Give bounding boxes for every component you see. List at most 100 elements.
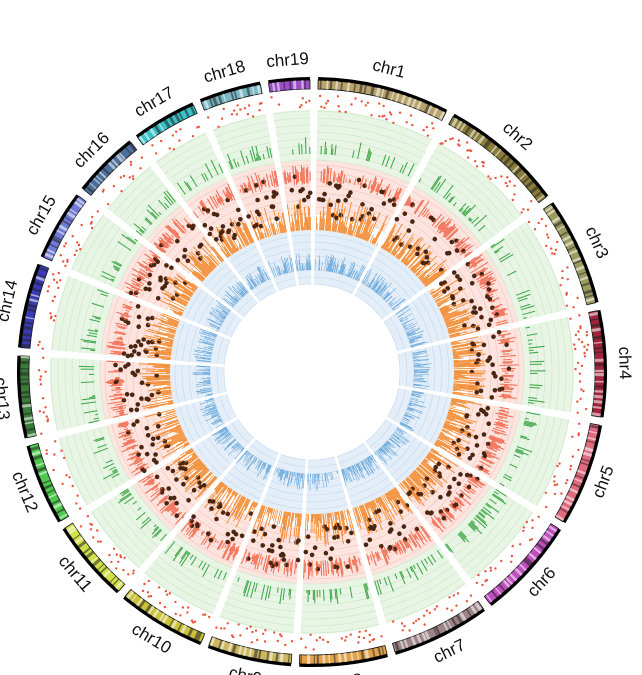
grid-line (166, 225, 198, 257)
blue-bar (367, 272, 378, 287)
blue-bar (286, 471, 289, 479)
grid-line (270, 480, 304, 489)
green-bar (201, 173, 207, 182)
orange-bar (353, 205, 364, 237)
brown-dot (472, 273, 477, 279)
grid-line (306, 497, 346, 503)
orange-bar (185, 258, 207, 278)
blue-bar (389, 438, 400, 448)
grid-line (84, 223, 116, 276)
orange-bar (371, 237, 375, 244)
orange-bar (183, 443, 190, 447)
cytoband (553, 220, 564, 228)
grid-line (517, 415, 549, 496)
grid-line (479, 335, 485, 399)
red-bar (480, 457, 493, 465)
outer-dot (364, 104, 367, 107)
grid-line (246, 272, 268, 285)
brown-dot (171, 495, 177, 501)
blue-bar (346, 467, 353, 483)
blue-bar (215, 329, 219, 332)
outer-dot (449, 137, 452, 141)
brown-dot (473, 310, 479, 315)
green-bar (365, 583, 369, 591)
blue-bar (339, 263, 343, 274)
outer-dot (551, 252, 554, 255)
cytoband (567, 245, 576, 251)
brown-dot (236, 221, 241, 227)
bg-red-chr16 (146, 205, 215, 274)
red-bar (383, 547, 390, 560)
blue-bar (247, 283, 253, 290)
red-bar (226, 542, 235, 561)
orange-bar (144, 335, 174, 343)
orange-bar (450, 401, 457, 404)
green-bar (95, 438, 105, 442)
orange-bar (160, 317, 179, 325)
outer-dot (99, 540, 102, 543)
orange-bar (422, 460, 443, 478)
red-bar (406, 199, 412, 206)
green-bar (335, 588, 339, 604)
brown-dot (328, 202, 334, 208)
green-bar (289, 588, 292, 600)
outer-dot (510, 560, 513, 563)
red-bar (471, 261, 476, 265)
orange-bar (259, 236, 262, 240)
orange-bar (348, 211, 356, 235)
grid-line (566, 317, 574, 413)
blue-bar (374, 452, 377, 456)
red-bar (414, 529, 425, 545)
outer-dot (315, 639, 318, 642)
outer-dot (564, 482, 568, 485)
blue-bar (345, 273, 347, 276)
orange-bar (347, 509, 356, 536)
red-bar (501, 335, 506, 337)
grid-line (136, 482, 176, 528)
grid-line (156, 133, 207, 163)
green-bar (316, 589, 318, 598)
blue-bar (386, 296, 393, 303)
outer-dot (146, 591, 150, 594)
green-bar (250, 582, 256, 598)
green-bar (237, 577, 240, 582)
red-bar (492, 427, 506, 433)
outer-dot (533, 228, 537, 231)
red-bar (288, 174, 291, 182)
blue-bar (277, 468, 280, 475)
grid-line (357, 288, 389, 316)
blue-bar (215, 320, 223, 324)
chrom-border (17, 355, 28, 439)
brown-dot (307, 190, 313, 196)
blue-bar (208, 408, 217, 412)
blue-bar (209, 397, 214, 400)
orange-bar (439, 298, 463, 311)
outer-dot (44, 406, 47, 409)
green-bar (526, 411, 541, 416)
outer-dot (578, 372, 581, 375)
cytoband (424, 630, 431, 641)
grid-line (307, 463, 337, 468)
red-bar (222, 541, 232, 559)
grid-line (246, 202, 282, 214)
cytoband (30, 445, 40, 452)
outer-dot (279, 633, 282, 636)
grid-line (507, 233, 546, 316)
green-bar (493, 245, 504, 253)
green-bar (240, 150, 246, 165)
blue-bar (225, 290, 238, 303)
outer-dot (45, 452, 48, 455)
green-bar (179, 550, 189, 564)
cytoband (44, 252, 54, 259)
orange-bar (324, 201, 329, 231)
cytoband (424, 103, 431, 114)
blue-bar (313, 473, 315, 486)
blue-bar (404, 415, 407, 417)
orange-bar (445, 314, 474, 325)
green-bar (464, 204, 477, 217)
blue-bar (298, 473, 302, 490)
blue-bar (198, 381, 211, 384)
blue-bar (360, 461, 366, 470)
red-bar (306, 166, 309, 184)
orange-bar (423, 270, 442, 286)
